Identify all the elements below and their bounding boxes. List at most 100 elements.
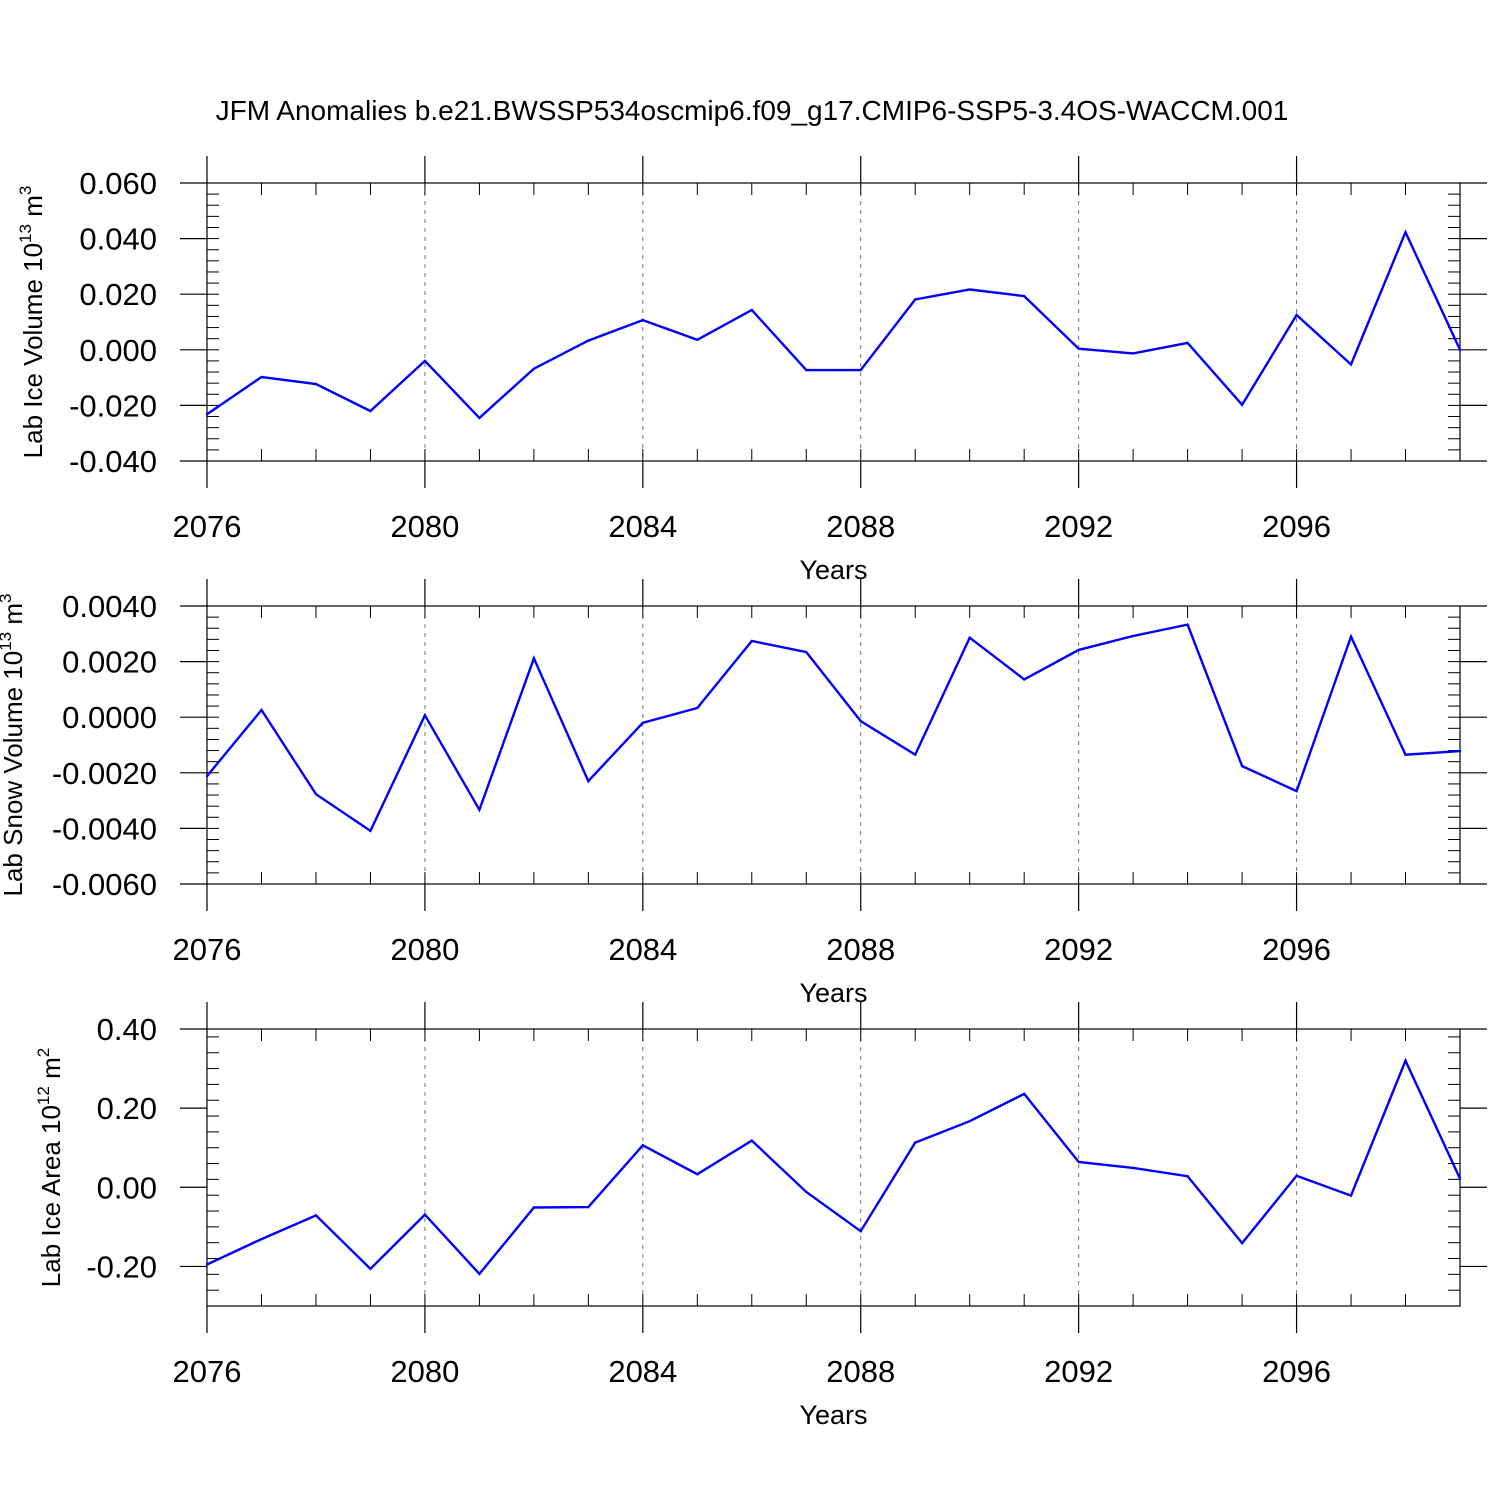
data-point-2085	[696, 1173, 699, 1176]
data-point-2087	[805, 1190, 808, 1194]
data-point-2079	[369, 829, 372, 833]
x-tick-label: 2080	[390, 1354, 459, 1389]
data-point-2087	[805, 650, 808, 654]
x-axis-label: Years	[799, 978, 867, 1008]
data-point-2093	[1131, 352, 1135, 355]
y-tick-label: 0.060	[79, 166, 157, 201]
data-point-2092	[1077, 648, 1080, 652]
data-point-2094	[1186, 623, 1189, 626]
panel-lab-snow-volume: -0.0060 -0.0040 -0.0020 0.0000 0.0020 0.0040 2…	[0, 579, 1487, 1008]
data-point-2095	[1240, 403, 1244, 407]
x-tick-label: 2088	[826, 509, 895, 544]
data-point-2086	[750, 1139, 753, 1142]
panel-lab-ice-volume: -0.040 -0.020 0.000 0.020 0.040 0.060 2076 2080…	[16, 156, 1487, 585]
plot-frame	[206, 182, 1461, 462]
data-point-2082	[532, 1206, 536, 1209]
data-point-2098	[1404, 1059, 1407, 1062]
y-tick-label: -0.0040	[52, 811, 157, 846]
data-point-2078	[314, 1214, 318, 1217]
y-tick-label: 0.000	[79, 333, 157, 368]
data-point-2084	[641, 1144, 645, 1147]
y-tick-label: 0.0020	[62, 645, 157, 680]
y-axis-label: Lab Ice Volume 1013 m3	[16, 186, 48, 459]
y-tick-label: 0.020	[79, 277, 157, 312]
data-point-2078	[314, 382, 318, 386]
data-point-2090	[968, 288, 971, 291]
data-point-2077	[260, 1237, 263, 1241]
x-tick-label: 2084	[608, 1354, 677, 1389]
data-point-2085	[696, 706, 699, 710]
data-point-2095	[1240, 764, 1244, 768]
y-tick-label: 0.0040	[62, 589, 157, 624]
data-point-2084	[641, 721, 645, 724]
y-axis-label-unit-exponent: 3	[16, 186, 35, 195]
data-point-2078	[314, 793, 318, 796]
y-axis-label-unit: m	[36, 1057, 66, 1086]
data-point-2090	[968, 1120, 971, 1123]
data-point-2082	[532, 657, 536, 660]
x-tick-label: 2096	[1262, 1354, 1331, 1389]
data-point-2092	[1077, 1160, 1080, 1164]
data-point-2081	[478, 808, 481, 811]
data-point-2083	[587, 1205, 590, 1209]
y-axis-label-unit-exponent: 3	[0, 593, 15, 602]
y-axis-label-text: Lab Ice Volume 10	[18, 243, 48, 458]
data-point-2091	[1022, 678, 1026, 681]
data-point-2076	[205, 1263, 209, 1266]
x-tick-label: 2076	[173, 932, 242, 967]
data-point-2081	[478, 1272, 481, 1276]
panel-lab-ice-area: -0.20 0.00 0.20 0.40 2076 2080 2084 2088 2092 209…	[34, 1002, 1487, 1430]
y-tick-label: -0.0020	[52, 756, 157, 791]
x-tick-label: 2092	[1044, 509, 1113, 544]
data-point-2088	[859, 368, 862, 372]
data-point-2089	[914, 1141, 917, 1144]
y-axis-label: Lab Snow Volume 1013 m3	[0, 593, 28, 896]
data-point-2080	[423, 1213, 427, 1216]
data-point-2096	[1295, 789, 1298, 793]
data-point-2083	[587, 339, 590, 342]
data-point-2090	[968, 636, 971, 639]
data-point-2092	[1077, 347, 1080, 350]
panels: -0.040 -0.020 0.000 0.020 0.040 0.060 2076 2080…	[0, 156, 1487, 1430]
y-tick-label: 0.040	[79, 222, 157, 257]
data-point-2079	[369, 1267, 372, 1271]
data-point-2086	[750, 639, 753, 643]
data-point-2095	[1240, 1241, 1244, 1245]
data-point-2088	[859, 1230, 862, 1233]
x-tick-label: 2096	[1262, 509, 1331, 544]
data-point-2084	[641, 318, 645, 322]
y-tick-label: 0.00	[97, 1170, 157, 1205]
y-axis-label-exponent: 13	[0, 632, 15, 651]
y-axis-label-exponent: 12	[34, 1086, 53, 1105]
data-point-2082	[532, 367, 536, 370]
data-point-2094	[1186, 1175, 1189, 1178]
x-tick-label: 2080	[390, 509, 459, 544]
data-point-2081	[478, 416, 481, 420]
data-point-2096	[1295, 313, 1298, 317]
data-point-2099	[1458, 749, 1462, 753]
y-axis-label: Lab Ice Area 1012 m2	[34, 1048, 66, 1287]
data-point-2099	[1458, 348, 1462, 351]
y-tick-label: -0.020	[69, 388, 157, 423]
data-point-2077	[260, 708, 263, 712]
y-axis-label-unit: m	[0, 603, 28, 632]
data-point-2093	[1131, 1166, 1135, 1170]
y-axis-label-exponent: 13	[16, 224, 35, 243]
data-point-2089	[914, 298, 917, 301]
data-point-2097	[1349, 1194, 1353, 1197]
series-line	[206, 229, 1462, 420]
x-tick-label: 2088	[826, 1354, 895, 1389]
x-tick-label: 2076	[173, 509, 242, 544]
data-point-2080	[423, 359, 427, 363]
y-tick-label: 0.20	[97, 1091, 157, 1126]
x-tick-label: 2088	[826, 932, 895, 967]
data-point-2091	[1022, 294, 1026, 298]
data-point-2091	[1022, 1092, 1026, 1096]
series-line	[206, 1057, 1462, 1276]
y-axis-label-text: Lab Ice Area 10	[36, 1105, 66, 1287]
x-axis-label: Years	[799, 1400, 867, 1430]
y-axis-label-unit: m	[18, 195, 48, 224]
data-point-2080	[423, 714, 427, 717]
